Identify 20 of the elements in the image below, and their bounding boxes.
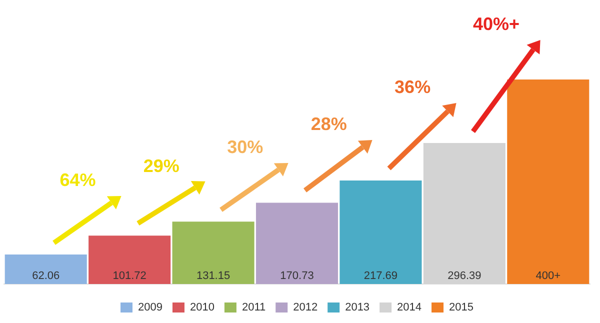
annotation: 64% bbox=[58, 170, 97, 191]
legend-label: 2015 bbox=[449, 302, 474, 314]
annotation: 36% bbox=[394, 77, 432, 98]
legend-label: 2009 bbox=[138, 302, 162, 314]
data-label: 400+ bbox=[536, 270, 561, 282]
data-label: 296.39 bbox=[448, 270, 482, 282]
legend-label: 2013 bbox=[345, 302, 370, 314]
annotation: 30% bbox=[226, 136, 264, 158]
text: 40%+ bbox=[472, 14, 521, 34]
annotation: 28% bbox=[310, 114, 348, 136]
legend-label: 2014 bbox=[397, 302, 422, 314]
legend-label: 2011 bbox=[242, 302, 266, 314]
legend-label: 2010 bbox=[190, 302, 214, 314]
annotation: 29% bbox=[142, 156, 180, 177]
legend-label: 2012 bbox=[293, 302, 318, 314]
data-label: 62.06 bbox=[32, 270, 60, 282]
data-label: 131.15 bbox=[196, 270, 230, 282]
data-label: 170.73 bbox=[280, 270, 314, 282]
data-label: 217.69 bbox=[364, 270, 398, 282]
data-label: 101.72 bbox=[112, 270, 146, 282]
